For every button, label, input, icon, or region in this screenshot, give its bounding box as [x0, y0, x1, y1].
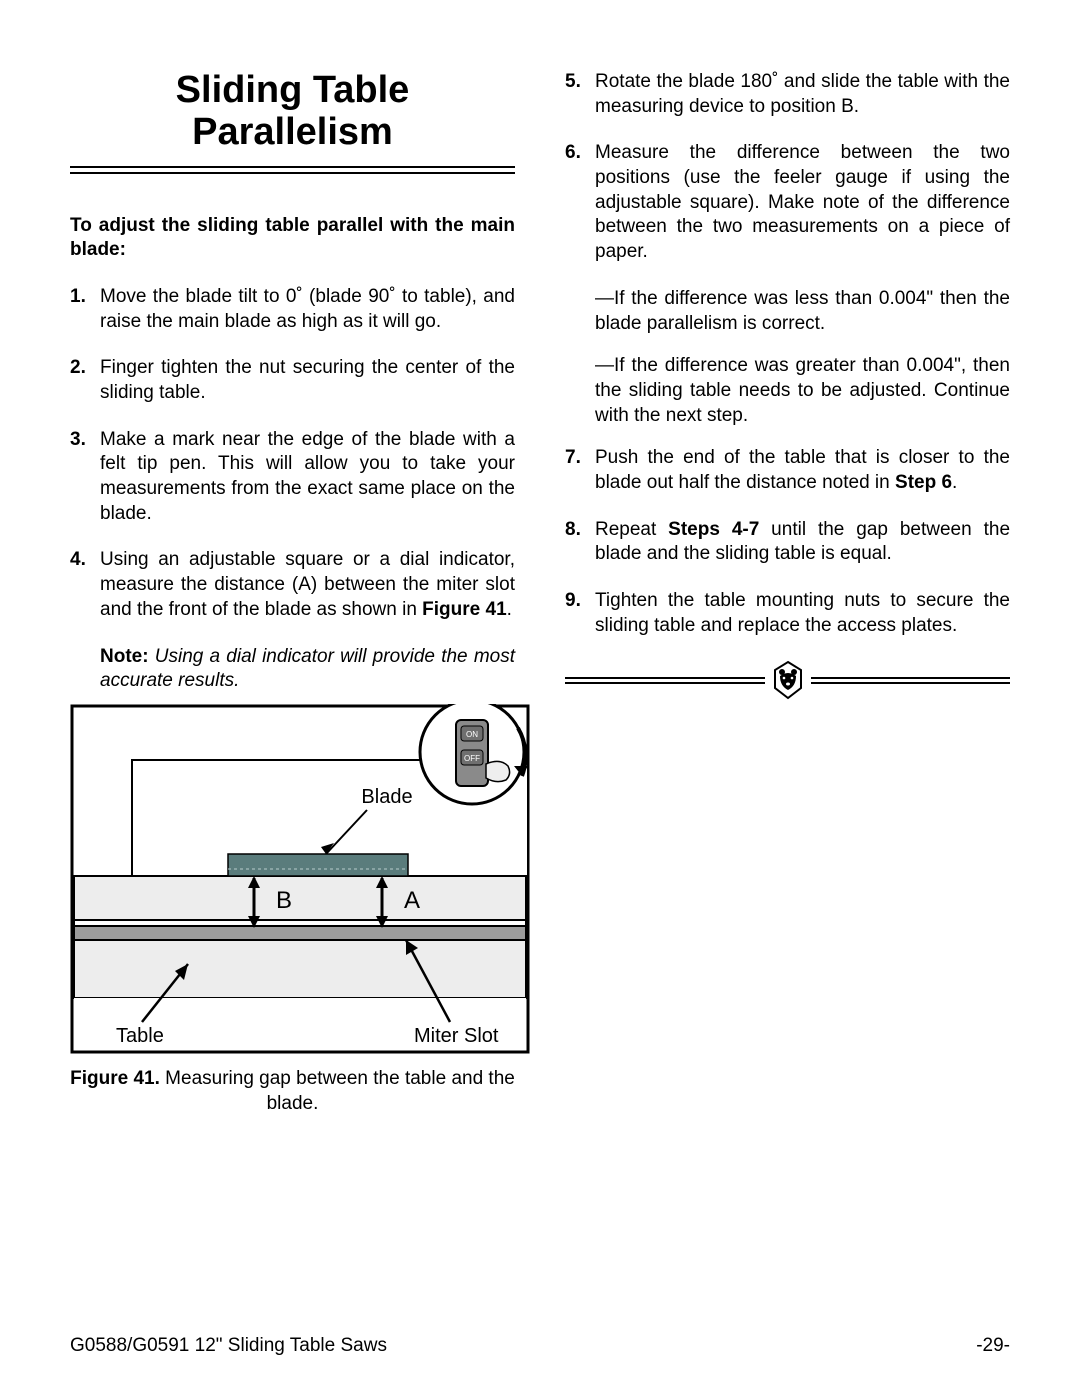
- right-column: 5.Rotate the blade 180˚ and slide the ta…: [565, 70, 1010, 1116]
- figure-caption: Figure 41. Measuring gap between the tab…: [70, 1067, 515, 1116]
- page-footer: G0588/G0591 12" Sliding Table Saws -29-: [70, 1335, 1010, 1357]
- figure-caption-bold: Figure 41.: [70, 1068, 160, 1089]
- step-6b: —If the difference was greater than 0.00…: [565, 354, 1010, 428]
- figure-svg: Blade ON OFF: [70, 704, 530, 1054]
- step-3-text: Make a mark near the edge of the blade w…: [100, 429, 515, 524]
- step-4: 4.Using an adjustable square or a dial i…: [70, 548, 515, 622]
- footer-left: G0588/G0591 12" Sliding Table Saws: [70, 1335, 387, 1357]
- steps-right: 5.Rotate the blade 180˚ and slide the ta…: [565, 70, 1010, 265]
- figure-caption-rest: Measuring gap between the table and the …: [160, 1068, 515, 1114]
- step-2-text: Finger tighten the nut securing the cent…: [100, 357, 515, 403]
- steps-left: 1.Move the blade tilt to 0˚ (blade 90˚ t…: [70, 285, 515, 623]
- page-title: Sliding Table Parallelism: [70, 70, 515, 154]
- lead-text: To adjust the sliding table parallel wit…: [70, 214, 515, 263]
- fig-pos-a: A: [404, 887, 420, 914]
- step-5-text: Rotate the blade 180˚ and slide the tabl…: [595, 71, 1010, 117]
- step-7-bold: Step 6: [895, 472, 952, 493]
- rule-left: [565, 677, 765, 684]
- fig-switch-on: ON: [466, 730, 478, 739]
- step-6-text: Measure the difference between the two p…: [595, 142, 1010, 262]
- step-1-text: Move the blade tilt to 0˚ (blade 90˚ to …: [100, 286, 515, 332]
- step-7-post: .: [952, 472, 957, 493]
- content-columns: Sliding Table Parallelism To adjust the …: [70, 70, 1010, 1116]
- fig-table-label: Table: [116, 1025, 164, 1047]
- step-8: 8.Repeat Steps 4-7 until the gap between…: [565, 518, 1010, 567]
- step-6a: —If the difference was less than 0.004" …: [565, 287, 1010, 336]
- step-4-fig: Figure 41: [422, 599, 506, 620]
- step-6: 6.Measure the difference between the two…: [565, 141, 1010, 264]
- footer-right: -29-: [976, 1335, 1010, 1357]
- left-column: Sliding Table Parallelism To adjust the …: [70, 70, 515, 1116]
- fig-blade-label: Blade: [361, 786, 412, 808]
- step-1: 1.Move the blade tilt to 0˚ (blade 90˚ t…: [70, 285, 515, 334]
- step-9-text: Tighten the table mounting nuts to secur…: [595, 590, 1010, 636]
- step-7: 7.Push the end of the table that is clos…: [565, 446, 1010, 495]
- note-label: Note:: [100, 646, 149, 667]
- figure-41: Blade ON OFF: [70, 704, 515, 1116]
- title-rule: [70, 166, 515, 174]
- fig-pos-b: B: [276, 887, 292, 914]
- bear-logo-icon: [771, 660, 805, 700]
- note: Note: Using a dial indicator will provid…: [70, 645, 515, 694]
- step-9: 9.Tighten the table mounting nuts to sec…: [565, 589, 1010, 638]
- step-5: 5.Rotate the blade 180˚ and slide the ta…: [565, 70, 1010, 119]
- title-line1: Sliding Table: [176, 69, 410, 111]
- title-line2: Parallelism: [192, 111, 393, 153]
- step-3: 3.Make a mark near the edge of the blade…: [70, 428, 515, 527]
- step-8-bold: Steps 4-7: [668, 519, 759, 540]
- fig-miter-label: Miter Slot: [414, 1025, 499, 1047]
- fig-switch-off: OFF: [464, 754, 480, 763]
- section-end-rule: [565, 660, 1010, 700]
- step-4-post: .: [507, 599, 512, 620]
- rule-right: [811, 677, 1011, 684]
- steps-right-cont: 7.Push the end of the table that is clos…: [565, 446, 1010, 638]
- step-8-pre: Repeat: [595, 519, 668, 540]
- step-2: 2.Finger tighten the nut securing the ce…: [70, 356, 515, 405]
- note-body: Using a dial indicator will provide the …: [100, 646, 515, 692]
